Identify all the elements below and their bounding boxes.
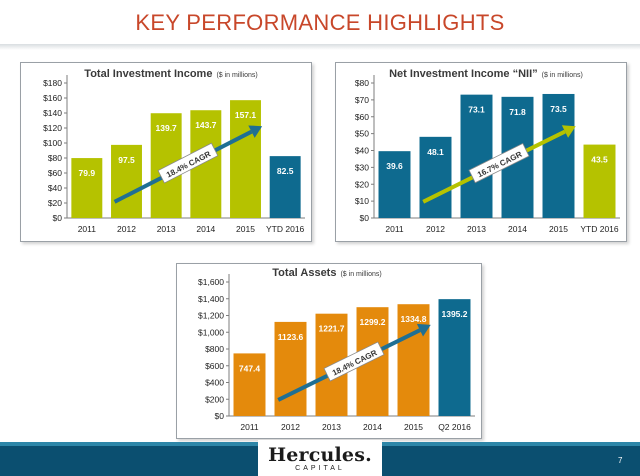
data-label: 48.1 [427,147,444,157]
bar-ytd-2016 [269,156,301,218]
x-tick-label: 2013 [467,224,486,234]
bar-2012 [419,136,452,218]
chart-title: Net Investment Income “NII” ($ in million… [389,68,583,80]
y-tick-label: $60 [355,112,369,122]
data-label: 1221.7 [319,324,345,334]
y-tick-label: $80 [355,78,369,88]
y-tick-label: $1,200 [198,311,224,321]
title-divider [0,44,640,50]
bar-2015 [397,304,430,416]
bar-ytd-2016 [583,144,616,218]
y-tick-label: $50 [355,129,369,139]
x-tick-label: 2011 [240,422,259,432]
chart-title: Total Investment Income ($ in millions) [84,68,257,80]
x-tick-label: 2015 [404,422,423,432]
x-tick-label: 2012 [281,422,300,432]
y-tick-label: $40 [48,183,62,193]
logo-wordmark: Hercules. [268,444,372,466]
data-label: 747.4 [239,363,261,373]
y-tick-label: $120 [43,123,62,133]
data-label: 1334.8 [401,314,427,324]
y-tick-label: $600 [205,361,224,371]
cagr-arrow-head [416,323,431,337]
total-investment-income-svg: Total Investment Income ($ in millions) $0… [43,68,305,234]
x-tick-label: 2012 [426,224,445,234]
y-tick-label: $0 [215,411,225,421]
y-tick-label: $20 [48,198,62,208]
page-number: 7 [618,456,623,465]
total-investment-income-chart: Total Investment Income ($ in millions) $0… [20,62,312,242]
chart-title: Total Assets ($ in millions) [272,267,381,279]
x-tick-label: 2011 [385,224,404,234]
cagr-label-box [468,142,530,184]
y-tick-label: $800 [205,344,224,354]
x-tick-label: Q2 2016 [438,422,471,432]
data-label: 143.7 [195,120,217,130]
y-tick-label: $40 [355,146,369,156]
bar-2011 [233,353,266,416]
x-tick-label: 2015 [236,224,255,234]
bar-2011 [71,158,103,218]
y-tick-label: $80 [48,153,62,163]
y-tick-label: $160 [43,93,62,103]
x-tick-label: YTD 2016 [580,224,619,234]
net-investment-income-chart: Net Investment Income “NII” ($ in million… [335,62,627,242]
data-label: 71.8 [509,107,526,117]
data-label: 39.6 [386,161,403,171]
data-label: 73.5 [550,104,567,114]
cagr-label-box [323,341,385,382]
cagr-arrow-head [561,125,576,138]
cagr-arrow-head [248,125,263,138]
bar-2015 [542,93,575,218]
y-tick-label: $1,400 [198,294,224,304]
y-tick-label: $180 [43,78,62,88]
x-tick-label: 2011 [78,224,97,234]
y-tick-label: $1,600 [198,277,224,287]
y-tick-label: $140 [43,108,62,118]
y-tick-label: $70 [355,95,369,105]
x-tick-label: 2014 [196,224,215,234]
data-label: 1299.2 [360,317,386,327]
y-tick-label: $1,000 [198,327,224,337]
page-title: KEY PERFORMANCE HIGHLIGHTS [135,10,505,35]
x-tick-label: 2015 [549,224,568,234]
y-tick-label: $100 [43,138,62,148]
x-tick-label: YTD 2016 [266,224,305,234]
x-tick-label: 2014 [508,224,527,234]
hercules-capital-logo: Hercules. CAPITAL [258,440,382,476]
y-tick-label: $0 [53,213,63,223]
data-label: 139.7 [156,123,178,133]
logo-subtext: CAPITAL [295,465,345,472]
data-label: 157.1 [235,110,257,120]
bar-2011 [378,151,411,218]
y-tick-label: $10 [355,196,369,206]
y-tick-label: $30 [355,162,369,172]
bar-2015 [230,100,261,218]
x-tick-label: 2012 [117,224,136,234]
data-label: 43.5 [591,155,608,165]
y-tick-label: $20 [355,179,369,189]
y-tick-label: $200 [205,394,224,404]
y-tick-label: $60 [48,168,62,178]
net-investment-income-svg: Net Investment Income “NII” ($ in million… [355,68,620,234]
x-tick-label: 2013 [322,422,341,432]
y-tick-label: $0 [360,213,370,223]
data-label: 97.5 [118,155,135,165]
cagr-label-box [157,142,219,184]
total-assets-svg: Total Assets ($ in millions) $0 $200 $400 $60… [198,267,475,432]
data-label: 82.5 [277,166,294,176]
data-label: 79.9 [79,168,96,178]
data-label: 73.1 [468,105,485,115]
data-label: 1123.6 [278,332,304,342]
data-label: 1395.2 [442,309,468,319]
bar-q2-2016 [438,299,471,416]
x-tick-label: 2013 [157,224,176,234]
x-tick-label: 2014 [363,422,382,432]
bar-2012 [111,144,142,218]
total-assets-chart: Total Assets ($ in millions) $0 $200 $400 $60… [176,263,482,439]
bar-2013 [460,94,493,218]
y-tick-label: $400 [205,378,224,388]
